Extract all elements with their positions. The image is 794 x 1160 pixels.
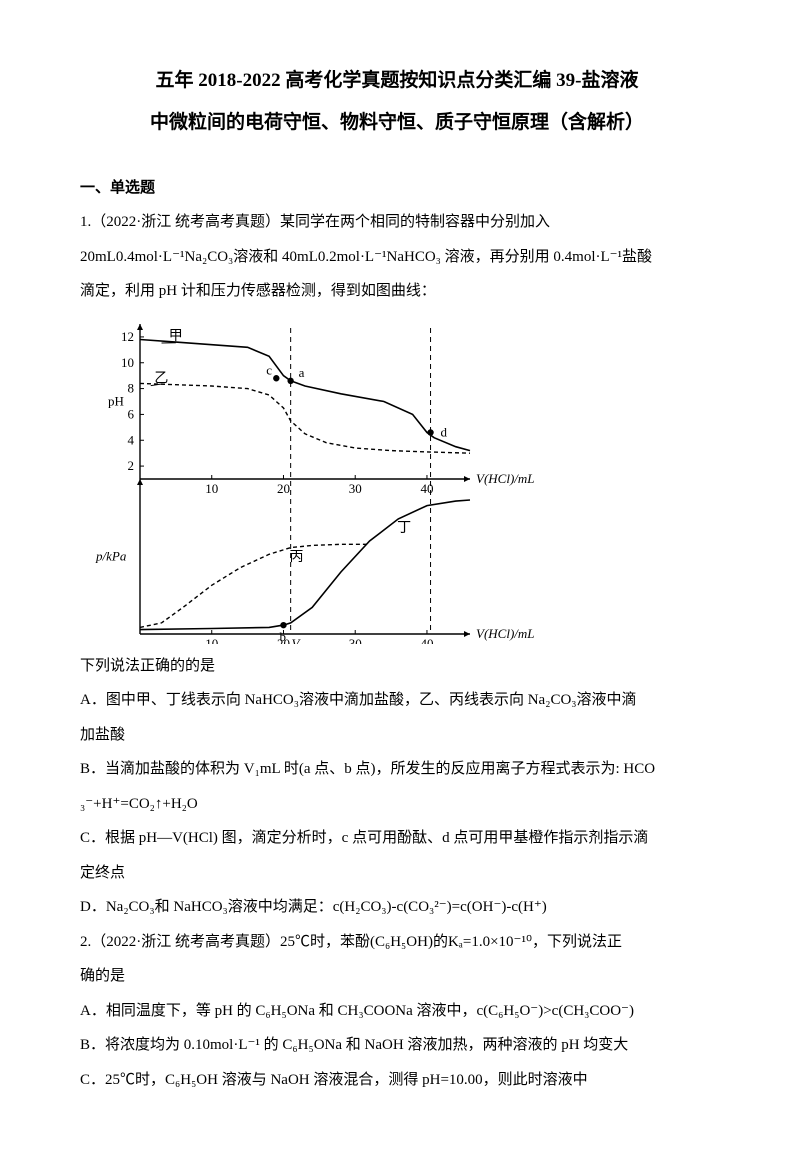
q1-opt-a-2: 加盐酸 bbox=[80, 721, 714, 750]
q2-opt-a: A．相同温度下，等 pH 的 C₆H₅ONa 和 CH₃COONa 溶液中，c(… bbox=[80, 997, 714, 1026]
svg-text:6: 6 bbox=[128, 406, 135, 421]
title-line1: 五年 2018-2022 高考化学真题按知识点分类汇编 39-盐溶液 bbox=[80, 60, 714, 102]
svg-text:2: 2 bbox=[128, 458, 135, 473]
svg-text:8: 8 bbox=[128, 380, 135, 395]
svg-text:a: a bbox=[299, 364, 305, 379]
q1-intro-1: 1.（2022·浙江 统考高考真题）某同学在两个相同的特制容器中分别加入 bbox=[80, 208, 714, 237]
q1-opt-c-1: C．根据 pH—V(HCl) 图，滴定分析时，c 点可用酚酞、d 点可用甲基橙作… bbox=[80, 824, 714, 853]
svg-text:c: c bbox=[266, 362, 272, 377]
q2-intro-1: 2.（2022·浙江 统考高考真题）25℃时，苯酚(C₆H₅OH)的Kₐ=1.0… bbox=[80, 928, 714, 957]
svg-text:4: 4 bbox=[128, 432, 135, 447]
q1-intro-2: 20mL0.4mol·L⁻¹Na₂CO₃溶液和 40mL0.2mol·L⁻¹Na… bbox=[80, 243, 714, 272]
svg-text:pH: pH bbox=[108, 393, 124, 408]
q1-opt-b-1: B．当滴加盐酸的体积为 V₁mL 时(a 点、b 点)，所发生的反应用离子方程式… bbox=[80, 755, 714, 784]
svg-text:10: 10 bbox=[205, 636, 218, 644]
svg-text:30: 30 bbox=[349, 636, 362, 644]
chart-svg: 246810121020304010203040acd甲乙pHb丙丁p/kPaV… bbox=[80, 314, 550, 644]
svg-text:p/kPa: p/kPa bbox=[95, 548, 127, 563]
svg-text:d: d bbox=[441, 424, 448, 439]
q2-intro-2: 确的是 bbox=[80, 962, 714, 991]
q1-opt-a-1: A．图中甲、丁线表示向 NaHCO₃溶液中滴加盐酸，乙、丙线表示向 Na₂CO₃… bbox=[80, 686, 714, 715]
title-line2: 中微粒间的电荷守恒、物料守恒、质子守恒原理（含解析） bbox=[80, 102, 714, 144]
section-heading: 一、单选题 bbox=[80, 174, 714, 203]
svg-text:V(HCl)/mL: V(HCl)/mL bbox=[476, 626, 535, 641]
titration-chart: 246810121020304010203040acd甲乙pHb丙丁p/kPaV… bbox=[80, 314, 714, 644]
svg-text:10: 10 bbox=[205, 481, 218, 496]
svg-text:40: 40 bbox=[420, 636, 433, 644]
svg-text:20: 20 bbox=[277, 481, 290, 496]
svg-text:V(HCl)/mL: V(HCl)/mL bbox=[476, 471, 535, 486]
svg-text:b: b bbox=[279, 629, 286, 644]
q1-opt-b-2: ₃⁻+H⁺=CO₂↑+H₂O bbox=[80, 790, 714, 819]
svg-text:40: 40 bbox=[420, 481, 433, 496]
q1-prompt: 下列说法正确的的是 bbox=[80, 652, 714, 681]
svg-text:10: 10 bbox=[121, 354, 134, 369]
svg-text:V₁: V₁ bbox=[291, 636, 303, 644]
svg-text:丁: 丁 bbox=[397, 521, 411, 536]
q1-intro-3: 滴定，利用 pH 计和压力传感器检测，得到如图曲线： bbox=[80, 277, 714, 306]
q2-opt-b: B．将浓度均为 0.10mol·L⁻¹ 的 C₆H₅ONa 和 NaOH 溶液加… bbox=[80, 1031, 714, 1060]
q1-opt-c-2: 定终点 bbox=[80, 859, 714, 888]
svg-text:30: 30 bbox=[349, 481, 362, 496]
svg-text:甲: 甲 bbox=[169, 329, 183, 344]
svg-text:丙: 丙 bbox=[289, 550, 303, 565]
q1-opt-d: D．Na₂CO₃和 NaHCO₃溶液中均满足：c(H₂CO₃)-c(CO₃²⁻)… bbox=[80, 893, 714, 922]
q2-opt-c: C．25℃时，C₆H₅OH 溶液与 NaOH 溶液混合，测得 pH=10.00，… bbox=[80, 1066, 714, 1095]
svg-text:12: 12 bbox=[121, 329, 134, 344]
